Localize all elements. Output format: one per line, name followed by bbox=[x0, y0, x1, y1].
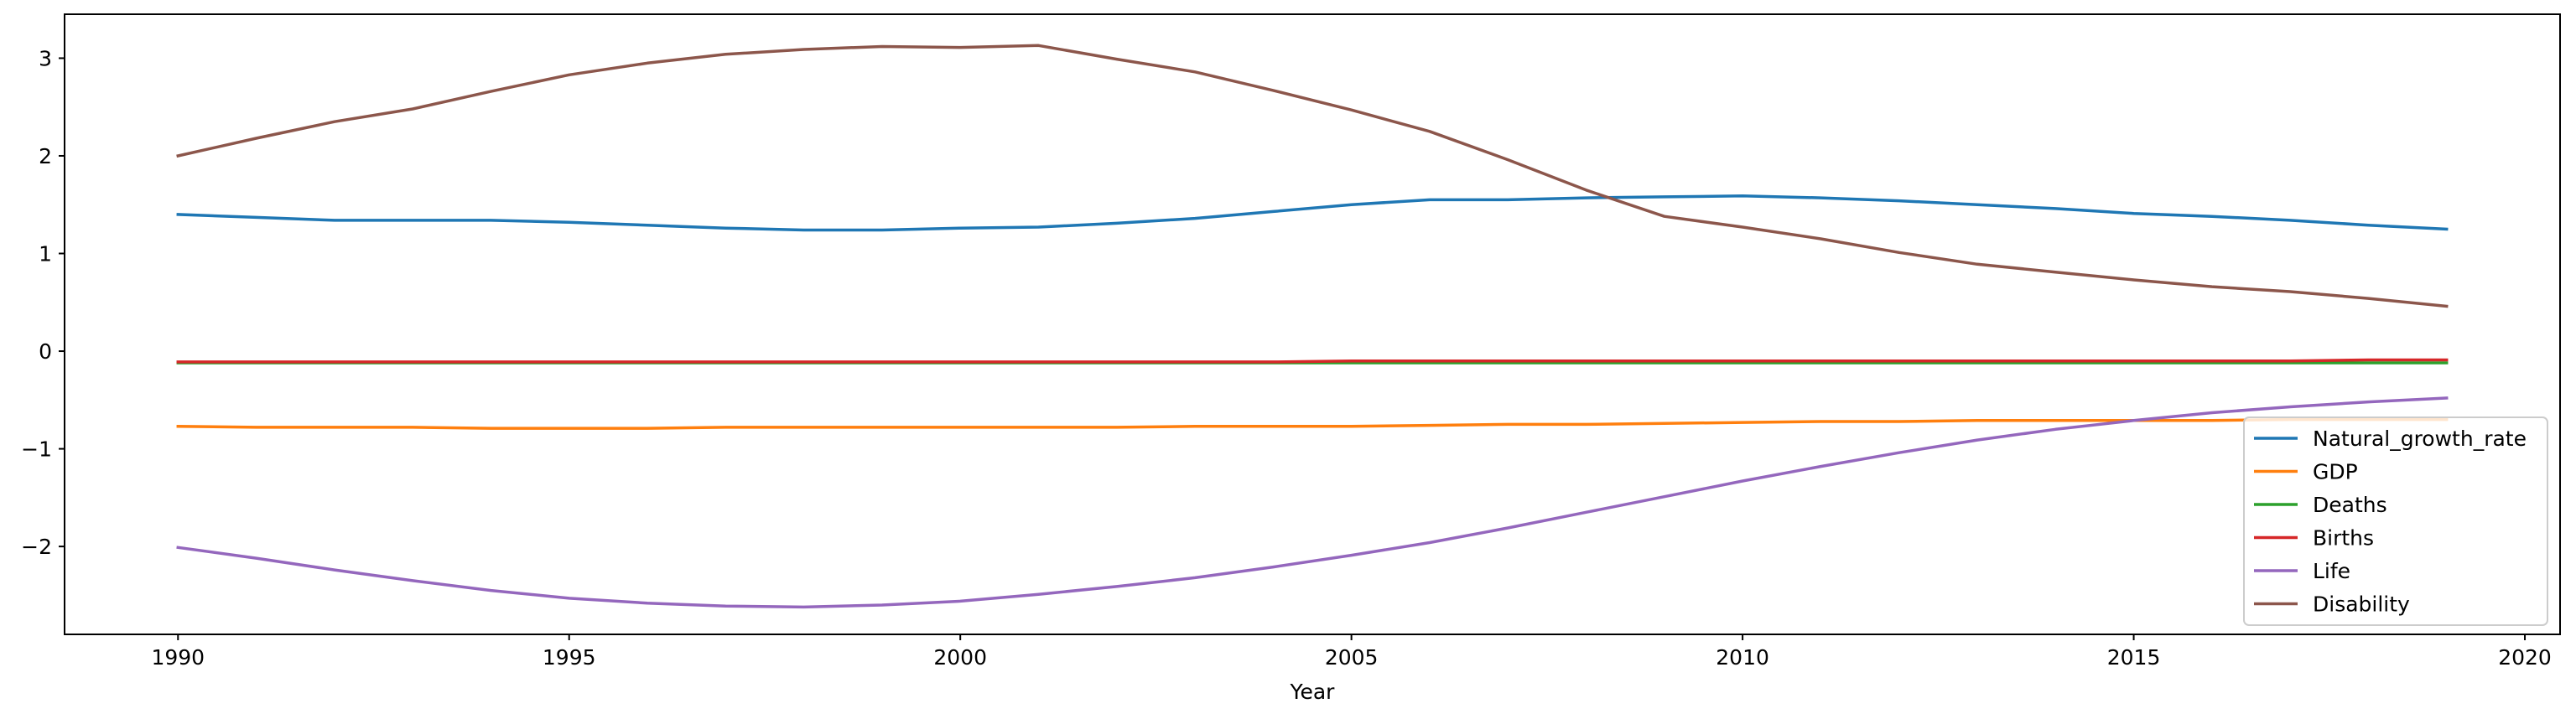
plot-frame bbox=[64, 13, 2561, 635]
x-axis: 1990 1995 2000 2005 2010 2015 2020 bbox=[151, 634, 2552, 670]
legend-label: GDP bbox=[2313, 460, 2358, 484]
series-line-births bbox=[176, 358, 2449, 364]
x-tick-label: 2000 bbox=[933, 645, 987, 670]
series-line-gdp bbox=[176, 417, 2449, 430]
series-line-life bbox=[176, 396, 2449, 609]
x-tick-label: 1995 bbox=[543, 645, 596, 670]
x-tick-label: 1990 bbox=[151, 645, 205, 670]
x-tick-label: 2010 bbox=[1716, 645, 1769, 670]
series-line-disability bbox=[176, 44, 2449, 308]
y-tick-label: 3 bbox=[39, 46, 52, 70]
legend-box bbox=[2243, 416, 2548, 626]
x-tick-label: 2005 bbox=[1325, 645, 1379, 670]
y-axis: −2 −1 0 1 2 3 bbox=[21, 46, 65, 559]
x-tick-label: 2015 bbox=[2107, 645, 2161, 670]
y-tick-label: 0 bbox=[39, 339, 52, 364]
series-line-natural-growth-rate bbox=[176, 194, 2449, 232]
legend-label: Natural_growth_rate bbox=[2313, 427, 2527, 451]
legend: Natural_growth_rate GDP Deaths Births Life Di… bbox=[2243, 416, 2548, 626]
x-axis-label: Year bbox=[1290, 680, 1336, 704]
legend-label: Disability bbox=[2313, 592, 2410, 617]
x-tick-label: 2020 bbox=[2498, 645, 2552, 670]
y-tick-label: −2 bbox=[21, 535, 52, 559]
legend-label: Births bbox=[2313, 526, 2374, 551]
legend-label: Life bbox=[2313, 559, 2350, 583]
y-tick-label: 1 bbox=[39, 242, 52, 266]
y-tick-label: −1 bbox=[21, 437, 52, 462]
y-tick-label: 2 bbox=[39, 144, 52, 168]
legend-label: Deaths bbox=[2313, 493, 2387, 517]
series-layer bbox=[176, 44, 2449, 609]
